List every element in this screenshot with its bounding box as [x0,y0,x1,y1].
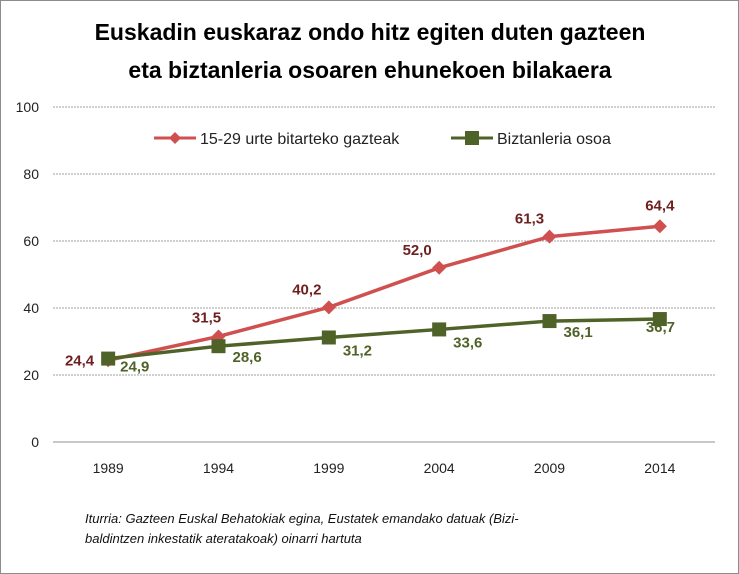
legend-diamond-icon [169,132,181,144]
legend: 15-29 urte bitarteko gazteak Biztanleria… [154,131,611,148]
source-note-line-2: baldintzen inkestatik ateratakoak) oinar… [85,531,362,546]
gridlines [53,106,715,443]
y-tick-label: 60 [23,233,39,249]
data-label: 24,9 [120,359,149,376]
data-label: 33,6 [453,334,482,351]
y-tick-label: 40 [23,300,39,316]
x-tick-label: 2009 [534,460,565,476]
data-label: 31,2 [343,342,372,359]
x-tick-label: 1994 [203,460,234,476]
data-label: 28,6 [233,349,262,366]
legend-square-icon [465,131,479,145]
data-point-square [321,330,336,345]
y-axis-ticks: 0 20 40 60 80 100 [16,99,40,450]
legend-label-youth: 15-29 urte bitarteko gazteak [200,131,400,148]
series-line [107,317,660,361]
series-total: 24,9 28,6 31,2 33,6 36,1 36,7 [101,312,675,376]
x-tick-label: 1999 [313,460,344,476]
data-label: 61,3 [515,211,544,228]
y-tick-label: 20 [23,367,39,383]
data-point-square [432,322,447,337]
series-line [107,224,660,362]
data-label: 24,4 [65,352,95,369]
data-point-diamond [432,260,447,275]
data-point-diamond [542,229,557,244]
x-axis-ticks: 1989 1994 1999 2004 2009 2014 [93,460,676,476]
data-point-diamond [321,300,336,315]
data-point-diamond [652,219,667,234]
data-label: 36,1 [564,324,593,341]
data-point-square [211,339,226,354]
legend-label-total: Biztanleria osoa [497,131,611,148]
y-tick-label: 0 [31,434,39,450]
data-label: 40,2 [292,281,321,298]
data-label: 36,7 [646,319,675,336]
data-point-square [542,314,557,329]
data-label: 31,5 [192,309,221,326]
chart-title-line-1: Euskadin euskaraz ondo hitz egiten duten… [95,19,646,45]
x-tick-label: 2004 [424,460,455,476]
data-label: 52,0 [403,242,432,259]
y-tick-label: 80 [23,166,39,182]
series-group: 24,4 31,5 40,2 52,0 61,3 64,4 24,9 28,6 31,2 33,6… [65,197,675,375]
data-point-square [652,312,667,327]
y-tick-label: 100 [16,99,40,115]
data-point-square [101,351,116,366]
x-tick-label: 2014 [644,460,675,476]
source-note-line-1: Iturria: Gazteen Euskal Behatokiak egina… [85,511,519,526]
data-label: 64,4 [645,197,675,214]
chart-title-line-2: eta biztanleria osoaren ehunekoen bilaka… [128,57,611,83]
x-tick-label: 1989 [93,460,124,476]
